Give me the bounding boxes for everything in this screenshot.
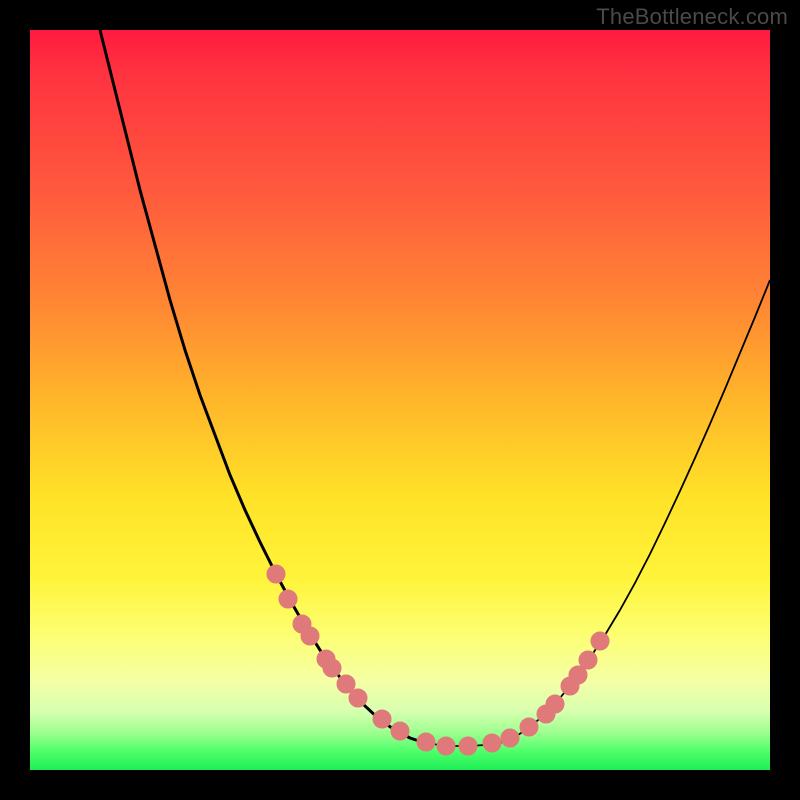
plot-area bbox=[30, 30, 770, 770]
data-marker bbox=[591, 632, 609, 650]
marker-group bbox=[267, 565, 609, 755]
data-marker bbox=[546, 695, 564, 713]
watermark-text: TheBottleneck.com bbox=[596, 4, 788, 30]
data-marker bbox=[579, 651, 597, 669]
data-marker bbox=[267, 565, 285, 583]
data-marker bbox=[323, 659, 341, 677]
data-marker bbox=[349, 689, 367, 707]
curve-svg bbox=[30, 30, 770, 770]
data-marker bbox=[501, 729, 519, 747]
data-marker bbox=[437, 737, 455, 755]
data-marker bbox=[483, 734, 501, 752]
data-marker bbox=[459, 737, 477, 755]
data-marker bbox=[417, 733, 435, 751]
data-marker bbox=[337, 675, 355, 693]
data-marker bbox=[520, 718, 538, 736]
data-marker bbox=[279, 590, 297, 608]
bottleneck-curve-right bbox=[500, 280, 770, 743]
data-marker bbox=[373, 710, 391, 728]
data-marker bbox=[391, 722, 409, 740]
data-marker bbox=[301, 627, 319, 645]
bottleneck-curve-left bbox=[100, 30, 425, 743]
